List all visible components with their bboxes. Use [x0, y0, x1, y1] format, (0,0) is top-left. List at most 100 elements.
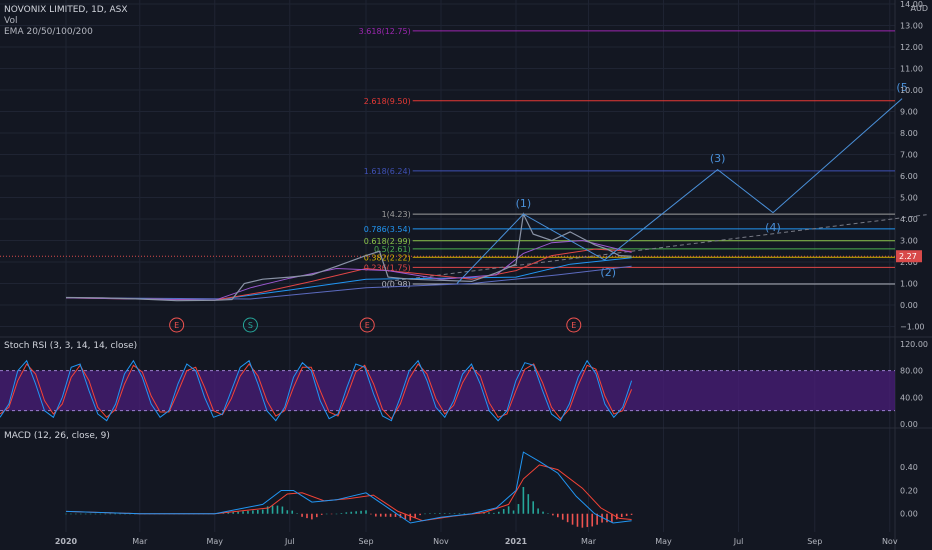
fib-level-label: 1(4.23) — [382, 210, 411, 219]
fib-level-label: 0.236(1.75) — [364, 263, 411, 272]
macd-panel[interactable] — [65, 451, 633, 528]
macd-histogram-bar — [227, 512, 230, 514]
macd-histogram-bar — [345, 512, 348, 514]
stoch-rsi-d-line[interactable] — [0, 363, 633, 420]
event-marker[interactable] — [242, 317, 258, 333]
macd-histogram-bar — [493, 512, 495, 514]
macd-histogram-bar — [370, 513, 372, 515]
macd-histogram-bar — [384, 513, 387, 517]
macd-histogram-bar — [537, 508, 539, 514]
macd-histogram-bar — [458, 513, 461, 514]
macd-histogram-bar — [84, 513, 87, 515]
stoch-rsi-k-line[interactable] — [0, 359, 633, 422]
stoch-rsi-title: Stoch RSI (3, 3, 14, 14, close) — [4, 341, 137, 351]
wave-label: (1) — [516, 197, 532, 210]
fib-level-label: 1.618(6.24) — [364, 167, 411, 176]
macd-histogram-bar — [394, 513, 397, 517]
macd-histogram-bar — [104, 513, 107, 515]
macd-histogram-bar — [124, 513, 126, 515]
event-marker[interactable] — [169, 317, 185, 333]
macd-histogram-bar — [596, 513, 598, 525]
macd-histogram-bar — [335, 513, 338, 515]
currency-label: AUD — [911, 4, 929, 13]
fib-level-label: 0.382(2.22) — [364, 253, 411, 262]
macd-histogram-bar — [429, 513, 431, 514]
time-tick-label: Nov — [433, 537, 449, 546]
macd-title: MACD (12, 26, close, 9) — [4, 431, 110, 441]
price-line[interactable] — [65, 212, 632, 302]
macd-histogram-bar — [65, 513, 67, 515]
time-tick-label: Mar — [132, 537, 148, 546]
time-tick-label: Mar — [581, 537, 597, 546]
macd-histogram-bar — [512, 510, 515, 514]
time-axis[interactable]: 2020 Mar May Jul Sep Nov 2021 Mar May Jul Sep Nov — [55, 537, 898, 546]
macd-histogram-bar — [419, 513, 421, 516]
macd-tick-label: 0.20 — [900, 486, 918, 495]
time-tick-label: Jul — [284, 537, 295, 546]
macd-histogram-bar — [222, 512, 225, 514]
macd-histogram-bar — [404, 513, 407, 520]
ema-20-line — [65, 239, 632, 301]
macd-histogram-bar — [591, 513, 594, 527]
macd-histogram-bar — [330, 513, 333, 515]
macd-histogram-bar — [424, 513, 426, 515]
event-marker[interactable] — [359, 317, 375, 333]
macd-histogram-bar — [237, 511, 239, 514]
stoch-rsi-panel[interactable] — [0, 359, 895, 422]
macd-histogram-bar — [409, 513, 412, 521]
time-tick-label: 2021 — [505, 537, 528, 546]
macd-histogram-bar — [325, 513, 328, 515]
macd-histogram-bar — [257, 510, 259, 514]
fib-level-label: 0.5(2.61) — [374, 245, 411, 254]
time-tick-label: Sep — [358, 537, 373, 546]
price-axis[interactable]: −1.00 0.00 1.00 2.00 3.00 4.00 5.00 6.00 7.00 8.0… — [896, 0, 928, 519]
macd-tick-label: 0.40 — [900, 463, 918, 472]
macd-histogram-bar — [586, 513, 589, 528]
macd-histogram-bar — [129, 513, 131, 515]
macd-histogram-bar — [438, 513, 441, 514]
price-tick-label: 11.00 — [900, 65, 923, 74]
price-tick-label: 3.00 — [900, 237, 918, 246]
macd-histogram-bar — [527, 494, 530, 514]
stoch-rsi-band — [0, 370, 895, 411]
price-tick-label: 5.00 — [900, 194, 918, 203]
stoch-rsi-tick-label: 120.00 — [900, 340, 928, 349]
macd-line[interactable] — [65, 451, 632, 524]
price-panel[interactable]: 0(0.98)0.236(1.75)0.382(2.22)0.5(2.61)0.… — [0, 27, 927, 333]
macd-histogram-bar — [630, 513, 633, 515]
last-price-label: 2.27 — [899, 252, 917, 261]
macd-tick-label: 0.00 — [900, 510, 918, 519]
macd-histogram-bar — [109, 513, 112, 515]
event-marker[interactable] — [566, 317, 582, 333]
chart-title: NOVONIX LIMITED, 1D, ASX — [4, 5, 128, 15]
macd-histogram-bar — [232, 512, 235, 514]
elliott-wave-path[interactable] — [456, 98, 903, 284]
macd-histogram-bar — [340, 513, 343, 514]
stoch-rsi-tick-label: 0.00 — [900, 420, 918, 429]
event-marker-label: E — [174, 321, 179, 330]
event-marker-label: S — [248, 321, 253, 330]
macd-histogram-bar — [311, 513, 313, 520]
price-tick-label: 10.00 — [900, 86, 923, 95]
macd-histogram-bar — [463, 513, 466, 514]
fib-level-label: 0.786(3.54) — [364, 225, 411, 234]
macd-histogram-bar — [552, 513, 554, 516]
time-tick-label: Nov — [882, 537, 898, 546]
macd-histogram-bar — [620, 513, 623, 518]
macd-histogram-bar — [301, 513, 303, 517]
price-tick-label: 1.00 — [900, 280, 918, 289]
price-tick-label: −1.00 — [900, 323, 925, 332]
event-marker-label: E — [365, 321, 370, 330]
macd-histogram-bar — [94, 513, 97, 515]
macd-histogram-bar — [75, 513, 77, 515]
macd-histogram-bar — [320, 513, 323, 515]
macd-histogram-bar — [296, 513, 298, 514]
time-tick-label: May — [206, 537, 223, 546]
macd-histogram-bar — [517, 504, 520, 514]
ema-50-line — [65, 248, 632, 301]
macd-histogram-bar — [443, 513, 446, 514]
macd-histogram-bar — [281, 506, 284, 514]
macd-histogram-bar — [119, 513, 121, 515]
